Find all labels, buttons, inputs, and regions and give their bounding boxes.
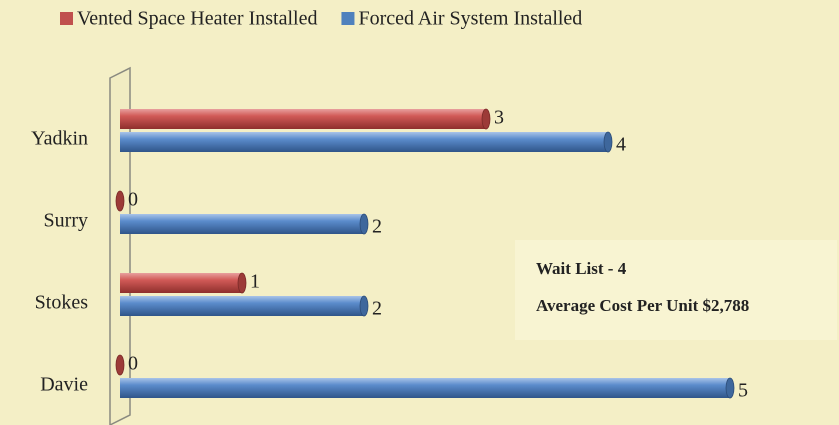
y-tick-label: Yadkin xyxy=(31,128,88,150)
annotation-box xyxy=(515,240,837,340)
bar xyxy=(120,273,242,293)
bar-cap xyxy=(115,190,125,212)
bar-cap xyxy=(481,108,491,130)
data-label: 1 xyxy=(250,271,260,293)
data-label: 0 xyxy=(128,353,138,375)
bar xyxy=(120,378,730,398)
data-label: 0 xyxy=(128,189,138,211)
data-label: 5 xyxy=(738,380,748,402)
annotation: Average Cost Per Unit $2,788 xyxy=(536,296,749,315)
y-tick-label: Davie xyxy=(40,374,88,396)
axis-wall xyxy=(109,66,131,425)
y-tick-label: Surry xyxy=(44,210,88,232)
data-label: 2 xyxy=(372,298,382,320)
annotation: Wait List - 4 xyxy=(536,259,627,278)
bar xyxy=(120,214,364,234)
legend-swatch xyxy=(60,12,73,25)
bar-cap xyxy=(359,295,369,317)
bar-cap xyxy=(359,213,369,235)
legend-label: Vented Space Heater Installed xyxy=(77,8,317,30)
bar xyxy=(120,132,608,152)
data-label: 3 xyxy=(494,107,504,129)
bar-cap xyxy=(725,377,735,399)
data-label: 2 xyxy=(372,216,382,238)
legend-swatch xyxy=(341,12,355,25)
bar xyxy=(120,109,486,129)
bar xyxy=(120,296,364,316)
bar-cap xyxy=(603,131,613,153)
data-label: 4 xyxy=(616,134,626,156)
y-tick-label: Stokes xyxy=(35,292,89,314)
legend-label: Forced Air System Installed xyxy=(358,8,582,30)
bar-cap xyxy=(237,272,247,294)
bar-cap xyxy=(115,354,125,376)
